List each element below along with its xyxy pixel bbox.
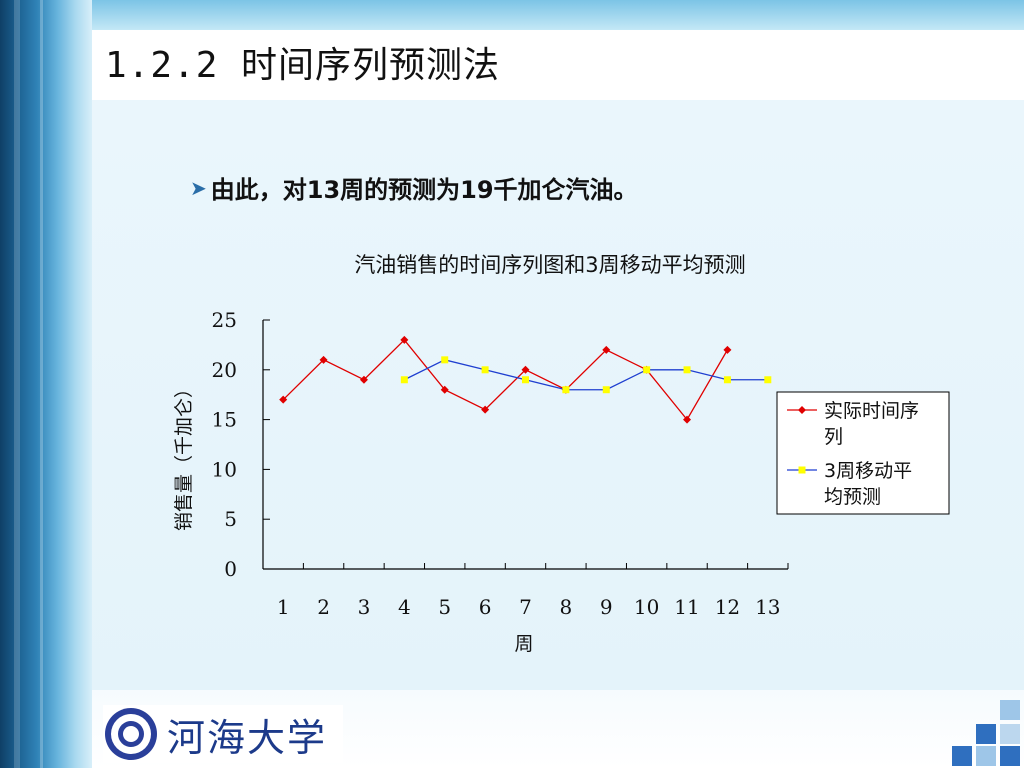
data-point-forecast [400,376,408,384]
chart-legend: 实际时间序列 3周移动平均预测 [776,391,950,515]
arrow-bullet-icon: ➤ [190,175,207,200]
x-tick-label: 11 [674,595,699,619]
data-point-actual [521,365,530,374]
data-point-actual [602,345,611,354]
decor-square [976,724,996,744]
university-name: 河海大学 [167,715,328,760]
data-point-forecast [562,386,570,394]
left-decor-stripe [14,0,20,768]
left-decor-bar [0,0,92,768]
decor-square [1000,700,1020,720]
corner-decor-squares [928,688,1024,768]
legend-swatch-marker [798,406,806,414]
title-area [92,30,1024,100]
data-point-actual [683,415,692,424]
data-point-forecast [602,386,610,394]
legend-label: 实际时间序列 [824,400,919,448]
chart-title: 汽油销售的时间序列图和3周移动平均预测 [354,253,745,277]
data-point-actual [440,385,449,394]
data-point-actual [481,405,490,414]
bullet-item: ➤ 由此，对13周的预测为19千加仑汽油。 [190,170,638,205]
decor-square [952,746,972,766]
data-point-actual [400,335,409,344]
y-tick-label: 15 [212,408,237,432]
x-tick-label: 9 [600,595,613,619]
y-tick-label: 10 [212,457,237,481]
x-tick-label: 8 [560,595,573,619]
series-line-forecast [404,359,768,391]
data-point-actual [359,375,368,384]
x-tick-label: 3 [358,595,371,619]
y-tick-label: 25 [212,308,237,332]
chart-series [279,335,772,424]
legend-box [776,391,950,515]
top-decor-band [92,0,1024,30]
x-axis-label: 周 [514,633,533,655]
left-decor-stripe [40,0,43,768]
x-tick-label: 13 [755,595,780,619]
data-point-actual [723,345,732,354]
data-point-forecast [522,376,529,384]
decor-square [1000,746,1020,766]
data-point-actual [279,395,288,404]
x-tick-label: 1 [277,595,290,619]
slide-title: 1.2.2 时间序列预测法 [105,45,501,86]
y-tick-label: 0 [224,557,237,581]
data-point-forecast [723,376,731,384]
x-tick-label: 12 [715,595,740,619]
data-point-forecast [441,356,449,364]
university-seal-icon [105,708,157,760]
y-axis-label: 销售量（千加仑） [173,379,195,531]
bullet-text: 由此，对13周的预测为19千加仑汽油。 [210,176,638,204]
data-point-forecast [643,366,651,374]
data-point-forecast [764,376,772,384]
legend-swatch-marker [798,466,806,474]
legend-label: 3周移动平均预测 [824,460,912,508]
data-point-forecast [481,366,489,374]
data-point-actual [319,355,328,364]
x-tick-label: 6 [479,595,492,619]
university-logo: 河海大学 [103,705,343,763]
x-tick-label: 7 [519,595,532,619]
series-line-actual [282,338,728,421]
x-tick-label: 2 [317,595,330,619]
x-tick-label: 5 [438,595,451,619]
data-point-forecast [683,366,691,374]
y-tick-label: 5 [224,507,237,531]
x-tick-label: 4 [398,595,411,619]
x-tick-label: 10 [634,595,659,619]
decor-square [1000,724,1020,744]
y-tick-label: 20 [212,358,237,382]
decor-square [976,746,996,766]
